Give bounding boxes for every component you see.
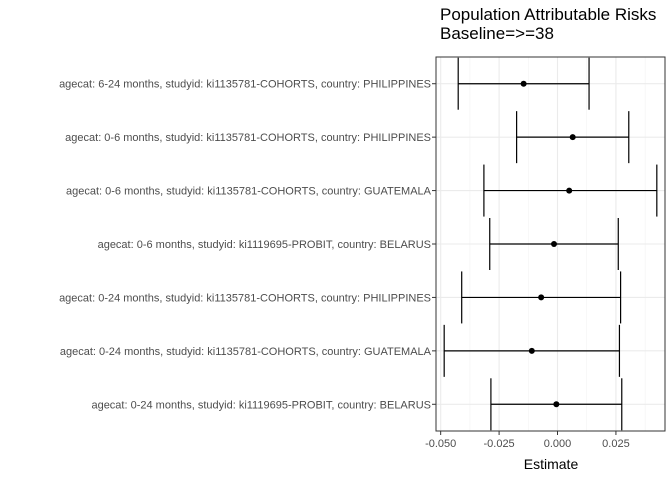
chart-subtitle: Baseline=>=38 (440, 24, 554, 43)
x-axis-label: Estimate (524, 456, 579, 472)
chart-title: Population Attributable Risks (440, 5, 657, 24)
x-tick-label: 0.000 (544, 438, 572, 450)
y-tick-label: agecat: 6-24 months, studyid: ki1135781-… (59, 79, 431, 91)
y-tick-label: agecat: 0-24 months, studyid: ki1119695-… (91, 399, 431, 411)
y-tick-label: agecat: 0-6 months, studyid: ki1119695-P… (98, 239, 431, 251)
y-axis: agecat: 6-24 months, studyid: ki1135781-… (59, 79, 436, 411)
estimate-point (553, 401, 560, 408)
estimate-point (520, 80, 527, 87)
estimate-point (566, 187, 573, 194)
x-axis: -0.050 -0.025 0.000 0.025 (425, 431, 630, 450)
x-tick-label: 0.025 (602, 438, 630, 450)
y-tick-label: agecat: 0-24 months, studyid: ki1135781-… (60, 346, 432, 358)
estimate-point (551, 241, 558, 247)
y-tick-label: agecat: 0-6 months, studyid: ki1135781-C… (66, 186, 432, 198)
y-tick-label: agecat: 0-24 months, studyid: ki1135781-… (59, 292, 431, 304)
estimate-point (538, 294, 545, 301)
x-tick-label: -0.050 (425, 438, 456, 450)
y-tick-label: agecat: 0-6 months, studyid: ki1135781-C… (65, 132, 431, 144)
estimate-point (569, 134, 576, 141)
estimate-marks (443, 57, 658, 431)
estimate-point (528, 347, 535, 354)
x-tick-label: -0.025 (483, 438, 514, 450)
